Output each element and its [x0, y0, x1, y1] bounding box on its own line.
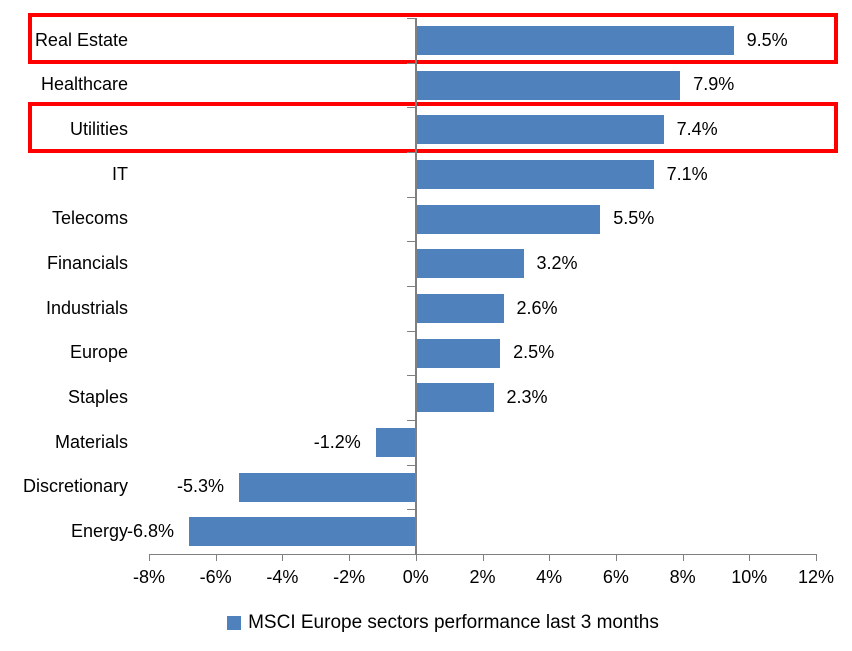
- value-label-real-estate: 9.5%: [746, 29, 788, 50]
- category-label-energy: Energy: [70, 521, 128, 542]
- category-label-utilities: Utilities: [69, 119, 128, 140]
- value-tick-label--6-: -6%: [199, 567, 232, 587]
- value-tick: [215, 555, 217, 561]
- value-label-energy: -6.8%: [126, 521, 175, 542]
- category-tick: [406, 196, 415, 198]
- bar-financials: [416, 249, 524, 279]
- category-label-healthcare: Healthcare: [40, 74, 128, 95]
- bar-staples: [416, 383, 494, 413]
- value-tick: [549, 555, 551, 561]
- category-tick: [406, 62, 415, 64]
- value-label-materials: -1.2%: [313, 431, 361, 452]
- category-tick: [406, 241, 415, 243]
- category-tick: [406, 509, 415, 511]
- category-label-real-estate: Real Estate: [34, 29, 128, 50]
- value-label-discretionary: -5.3%: [177, 476, 225, 497]
- bar-discretionary: [239, 472, 416, 502]
- legend-marker-icon: [227, 616, 242, 630]
- value-tick: [415, 555, 417, 561]
- value-label-utilities: 7.4%: [676, 119, 718, 140]
- value-tick-label-4-: 4%: [536, 567, 563, 587]
- bar-utilities: [416, 115, 664, 145]
- value-tick-label--8-: -8%: [132, 567, 165, 587]
- category-tick: [406, 18, 415, 19]
- value-tick: [749, 555, 751, 561]
- legend-label: MSCI Europe sectors performance last 3 m…: [248, 612, 659, 633]
- bar-it: [416, 159, 654, 189]
- value-tick-label-6-: 6%: [602, 567, 629, 587]
- value-tick-label-2-: 2%: [469, 567, 496, 587]
- category-label-financials: Financials: [46, 253, 128, 274]
- value-label-staples: 2.3%: [506, 387, 548, 408]
- value-tick-label-8-: 8%: [669, 567, 696, 587]
- category-axis-line: [414, 18, 417, 555]
- category-label-it: IT: [112, 163, 128, 184]
- value-label-telecoms: 5.5%: [613, 208, 655, 229]
- value-axis-line: [149, 554, 817, 555]
- category-tick: [406, 286, 415, 287]
- bar-europe: [416, 338, 501, 368]
- legend: MSCI Europe sectors performance last 3 m…: [34, 610, 852, 636]
- highlight-box-utilities: [28, 101, 838, 153]
- bar-real-estate: [416, 25, 734, 55]
- value-tick: [282, 555, 284, 561]
- bar-industrials: [416, 293, 504, 323]
- value-tick: [149, 555, 150, 561]
- category-label-materials: Materials: [54, 431, 128, 452]
- bar-energy: [189, 517, 416, 547]
- category-label-telecoms: Telecoms: [51, 208, 128, 229]
- value-label-it: 7.1%: [666, 163, 708, 184]
- category-tick: [406, 420, 415, 421]
- value-tick-label--2-: -2%: [333, 567, 366, 587]
- category-label-staples: Staples: [67, 387, 128, 408]
- value-label-industrials: 2.6%: [516, 297, 558, 318]
- value-tick: [682, 555, 684, 561]
- value-tick: [816, 555, 817, 561]
- category-label-industrials: Industrials: [45, 297, 128, 318]
- category-tick: [406, 375, 415, 377]
- highlight-box-real-estate: [28, 12, 838, 64]
- bar-telecoms: [416, 204, 601, 234]
- category-tick: [406, 464, 415, 466]
- value-tick-label-10-: 10%: [731, 567, 768, 587]
- value-label-europe: 2.5%: [513, 342, 555, 363]
- category-tick: [406, 152, 415, 153]
- bar-materials: [375, 427, 416, 457]
- value-tick: [615, 555, 617, 561]
- value-tick-label--4-: -4%: [266, 567, 299, 587]
- category-tick: [406, 554, 415, 555]
- value-tick-label-0-: 0%: [402, 567, 429, 587]
- category-tick: [406, 330, 415, 332]
- category-tick: [406, 107, 415, 109]
- value-tick-label-12-: 12%: [797, 567, 835, 587]
- value-tick: [349, 555, 351, 561]
- value-tick: [482, 555, 484, 561]
- bar-healthcare: [416, 70, 681, 100]
- value-label-financials: 3.2%: [536, 253, 578, 274]
- value-label-healthcare: 7.9%: [693, 74, 735, 95]
- category-label-discretionary: Discretionary: [22, 476, 128, 497]
- category-label-europe: Europe: [69, 342, 128, 363]
